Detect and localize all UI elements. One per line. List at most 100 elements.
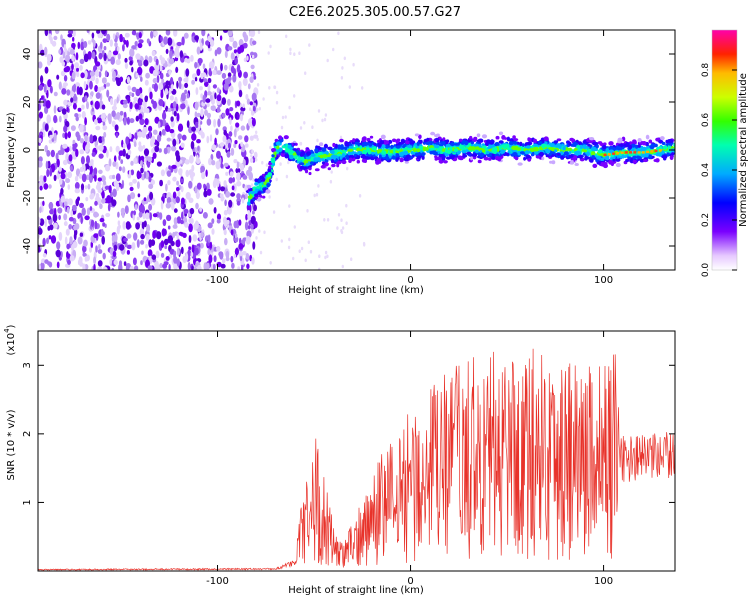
- noise-dot: [220, 186, 226, 192]
- noise-dot: [226, 151, 231, 158]
- noise-dot: [176, 180, 180, 186]
- noise-dot: [75, 148, 79, 158]
- noise-dot: [207, 222, 213, 229]
- noise-dot: [242, 31, 247, 38]
- noise-dot: [135, 53, 141, 60]
- noise-dot: [244, 221, 249, 231]
- noise-dot: [38, 84, 44, 91]
- signal-dot: [615, 162, 621, 168]
- signal-dot: [604, 148, 609, 153]
- noise-dot: [196, 68, 201, 77]
- noise-dot: [168, 69, 172, 76]
- noise-dot: [97, 249, 103, 254]
- noise-dot: [251, 92, 257, 102]
- signal-dot: [304, 159, 309, 164]
- noise-dot: [250, 224, 254, 230]
- noise-dot: [112, 161, 117, 167]
- signal-dot: [256, 185, 261, 189]
- noise-dot: [156, 75, 160, 83]
- noise-dot: [176, 154, 181, 162]
- noise-dot: [341, 264, 344, 269]
- signal-peak-dot: [603, 153, 607, 156]
- signal-dot: [666, 152, 670, 157]
- signal-dot: [470, 156, 474, 161]
- signal-dot: [663, 155, 667, 160]
- noise-dot: [89, 206, 93, 211]
- noise-dot: [255, 236, 258, 240]
- signal-dot: [593, 147, 597, 152]
- noise-dot: [206, 118, 212, 126]
- signal-dot: [519, 151, 526, 155]
- noise-dot: [242, 77, 248, 87]
- signal-dot: [450, 142, 455, 147]
- noise-dot: [234, 57, 238, 65]
- signal-dot: [337, 160, 342, 165]
- signal-dot: [584, 155, 588, 159]
- noise-dot: [246, 263, 250, 270]
- signal-dot: [589, 158, 594, 163]
- noise-dot: [46, 90, 49, 99]
- noise-dot: [216, 94, 222, 102]
- noise-dot: [284, 115, 287, 119]
- noise-dot: [152, 230, 157, 239]
- signal-dot: [465, 149, 469, 153]
- noise-dot: [293, 94, 296, 98]
- noise-dot: [120, 159, 124, 165]
- noise-dot: [48, 33, 52, 41]
- noise-dot: [112, 174, 116, 180]
- signal-dot: [498, 140, 504, 144]
- signal-dot: [659, 136, 665, 141]
- noise-dot: [200, 72, 204, 80]
- noise-dot: [203, 262, 208, 270]
- noise-dot: [309, 249, 313, 254]
- noise-dot: [95, 245, 98, 253]
- signal-dot: [361, 142, 366, 146]
- noise-dot: [239, 237, 242, 245]
- signal-dot: [395, 156, 400, 161]
- noise-dot: [84, 255, 88, 262]
- x-tick-label: -100: [206, 576, 229, 587]
- noise-dot: [242, 175, 248, 180]
- noise-dot: [48, 201, 54, 210]
- noise-dot: [53, 105, 57, 114]
- noise-dot: [242, 183, 245, 189]
- noise-dot: [233, 254, 237, 259]
- noise-dot: [213, 118, 217, 128]
- noise-dot: [143, 59, 149, 67]
- noise-dot: [159, 179, 164, 187]
- noise-dot: [195, 123, 199, 128]
- signal-dot: [454, 148, 458, 153]
- noise-dot: [153, 83, 158, 92]
- noise-dot: [120, 183, 123, 190]
- noise-dot: [172, 101, 177, 109]
- noise-dot: [250, 30, 254, 37]
- noise-dot: [58, 166, 62, 172]
- noise-dot: [97, 266, 103, 270]
- signal-dot: [628, 145, 633, 150]
- noise-dot: [152, 69, 158, 77]
- noise-dot: [164, 245, 168, 250]
- signal-dot: [324, 162, 329, 167]
- noise-dot: [221, 72, 227, 79]
- signal-dot: [327, 167, 331, 171]
- noise-dot: [112, 188, 117, 198]
- signal-peak-dot: [607, 153, 611, 156]
- noise-dot: [80, 215, 83, 225]
- noise-dot: [108, 115, 112, 125]
- noise-dot: [187, 249, 192, 257]
- noise-dot: [149, 91, 153, 100]
- noise-dot: [77, 107, 82, 112]
- noise-dot: [234, 233, 238, 239]
- noise-dot: [221, 112, 226, 119]
- signal-dot: [399, 157, 404, 163]
- noise-dot: [111, 120, 116, 128]
- noise-dot: [122, 148, 126, 157]
- noise-dot: [259, 250, 263, 255]
- noise-dot: [131, 92, 135, 98]
- noise-dot: [42, 237, 46, 247]
- noise-dot: [195, 191, 200, 200]
- signal-dot: [519, 141, 523, 147]
- noise-dot: [232, 40, 238, 49]
- noise-dot: [170, 145, 177, 152]
